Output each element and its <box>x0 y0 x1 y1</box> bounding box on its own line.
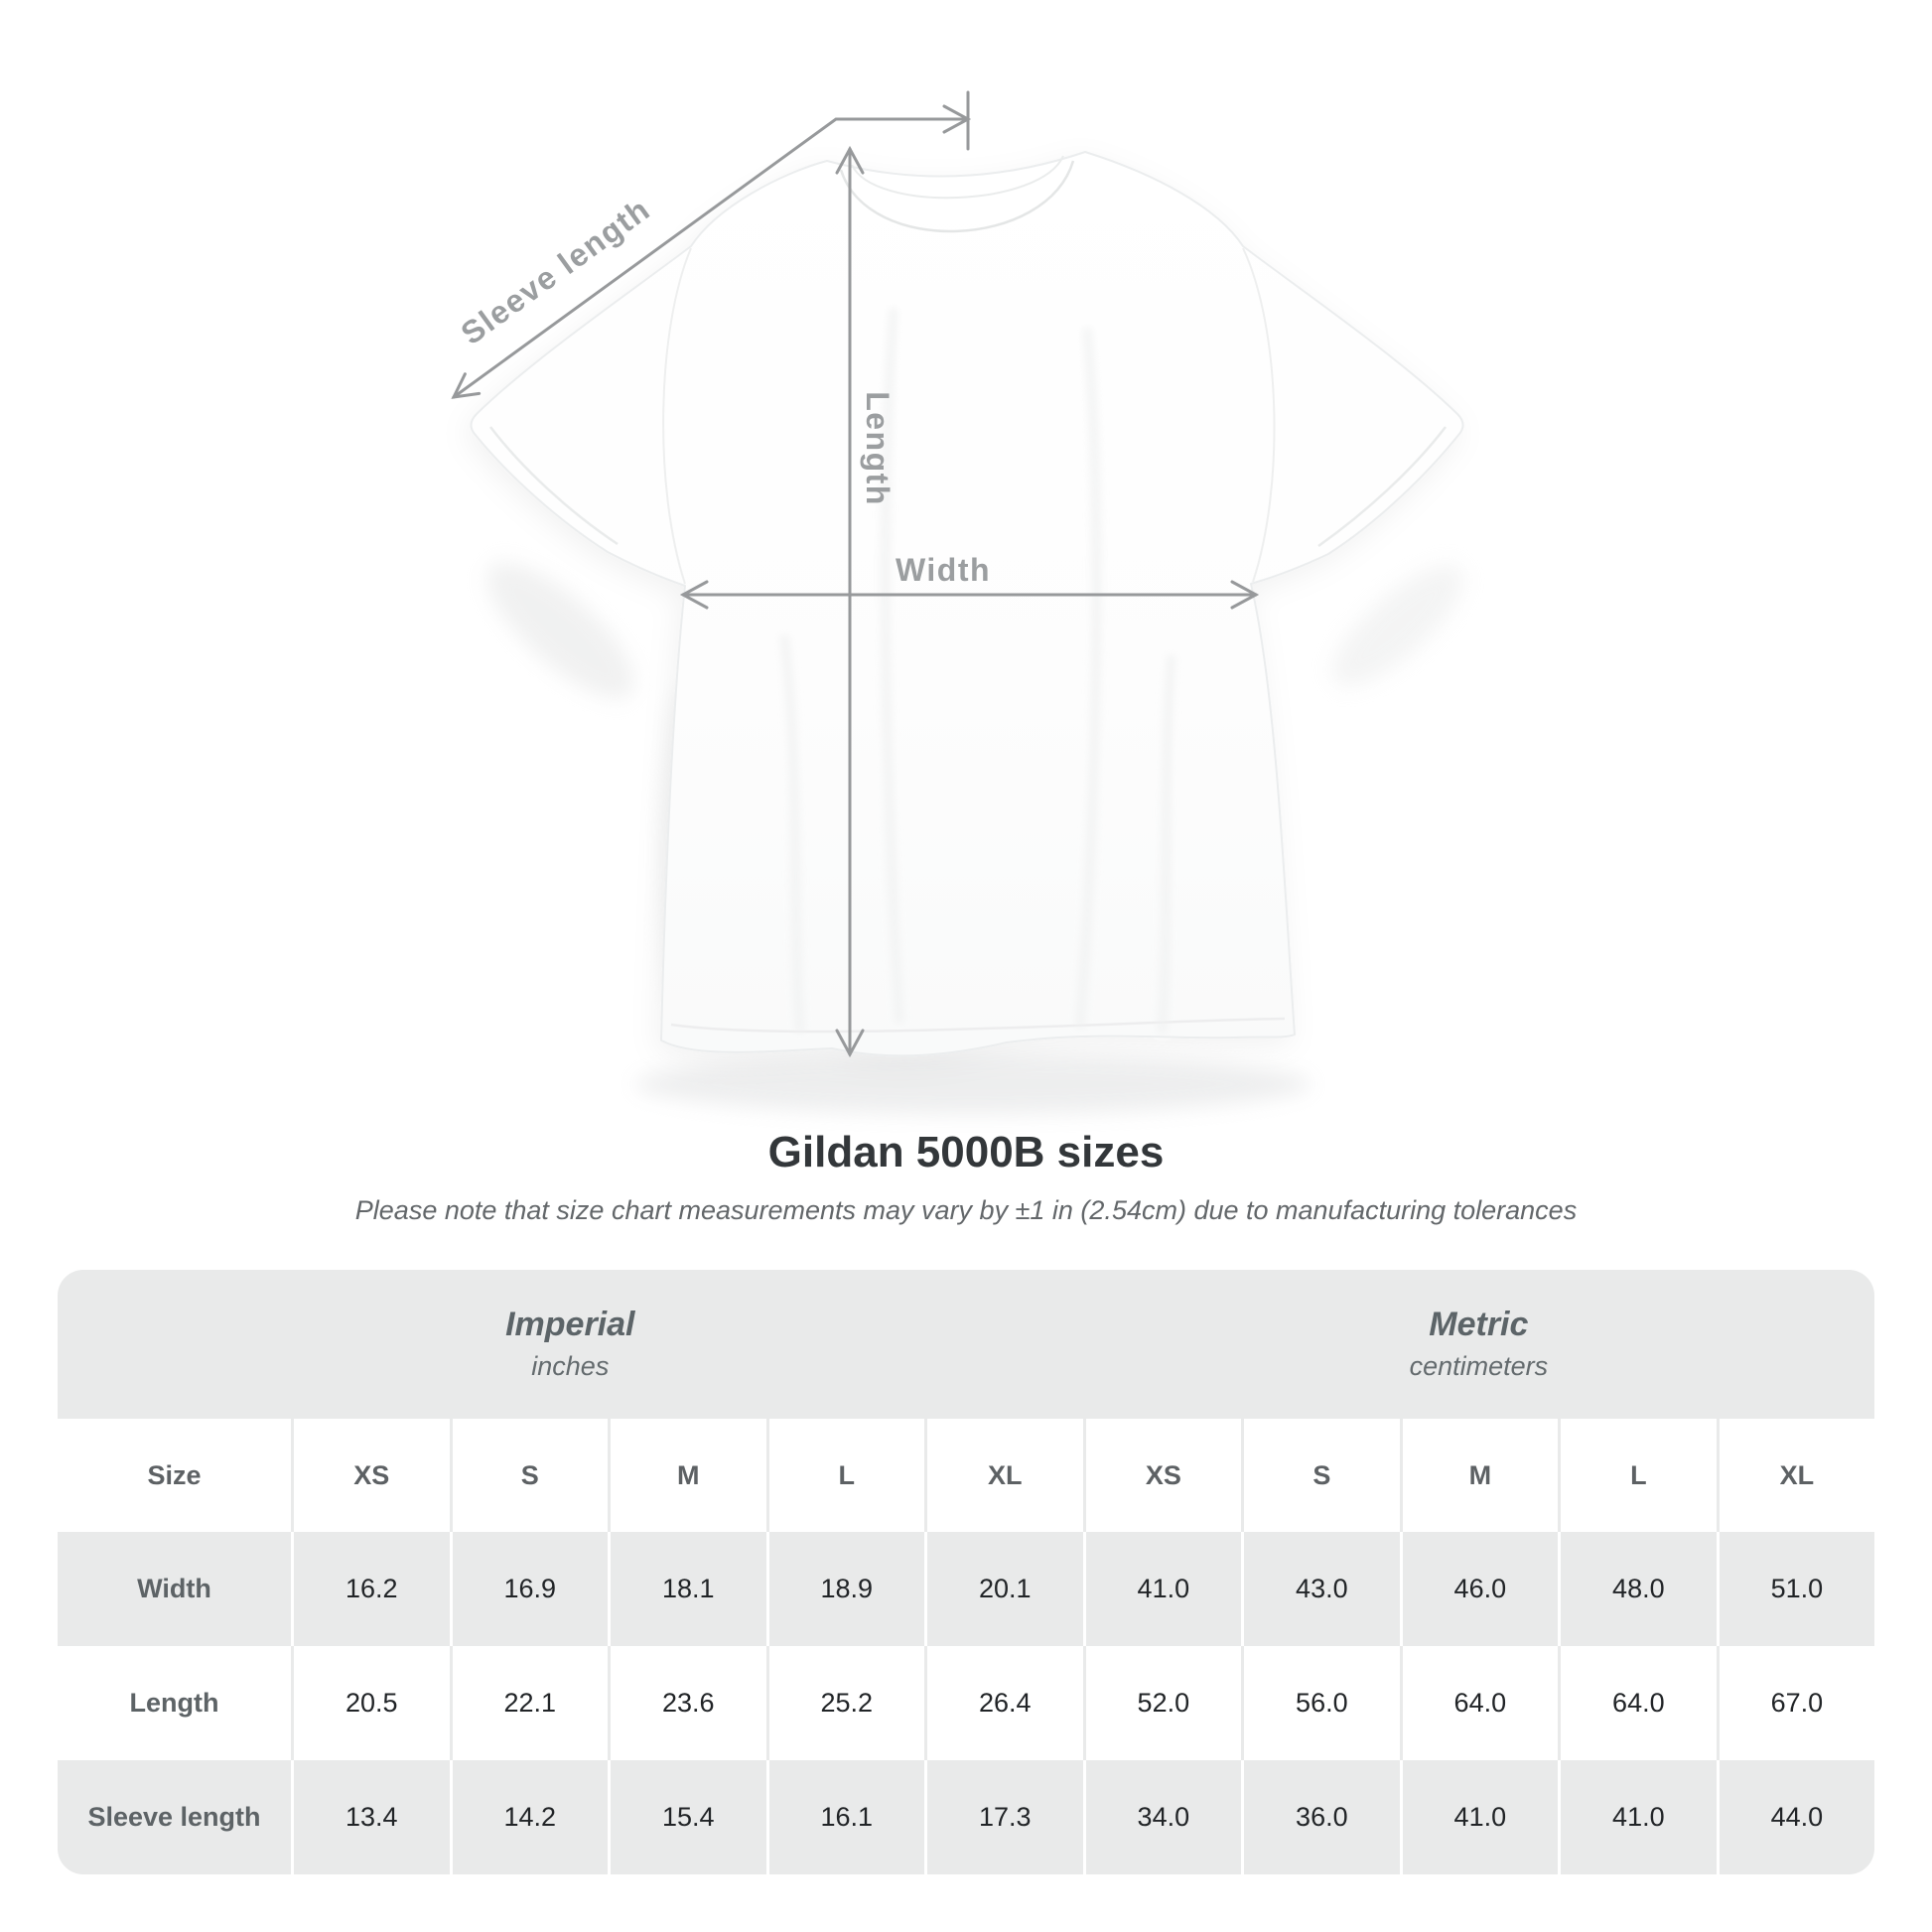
measurement-cell: 64.0 <box>1399 1646 1559 1760</box>
size-header-imperial-s: S <box>449 1419 608 1532</box>
measurement-cell: 34.0 <box>1082 1760 1242 1874</box>
unit-sub-imperial: inches <box>531 1350 610 1381</box>
length-label: Length <box>860 391 896 506</box>
size-chart: Imperial inches Metric centimeters Size … <box>58 1270 1875 1874</box>
unit-group-metric: Metric centimeters <box>1082 1270 1875 1419</box>
tshirt-graphic <box>470 151 1464 1057</box>
measurement-cell: 26.4 <box>924 1646 1083 1760</box>
size-header-metric-m: M <box>1399 1419 1559 1532</box>
unit-group-imperial: Imperial inches <box>58 1270 1083 1419</box>
size-header-imperial-xs: XS <box>291 1419 450 1532</box>
row-label-width: Width <box>58 1532 291 1646</box>
measurement-cell: 52.0 <box>1082 1646 1242 1760</box>
measurement-cell: 46.0 <box>1399 1532 1559 1646</box>
unit-name-imperial: Imperial <box>505 1306 635 1344</box>
size-header-metric-l: L <box>1558 1419 1717 1532</box>
table-row-length: Length 20.5 22.1 23.6 25.2 26.4 52.0 56.… <box>58 1646 1875 1760</box>
size-header-imperial-m: M <box>608 1419 766 1532</box>
measurement-cell: 25.2 <box>765 1646 924 1760</box>
sleeve-length-arrow <box>451 90 972 399</box>
measurement-cell: 16.9 <box>449 1532 608 1646</box>
size-header-row: Size XS S M L XL XS S M L XL <box>58 1419 1875 1532</box>
unit-header-row: Imperial inches Metric centimeters <box>58 1270 1875 1419</box>
size-header-imperial-l: L <box>765 1419 924 1532</box>
measurement-cell: 22.1 <box>449 1646 608 1760</box>
measurement-cell: 64.0 <box>1558 1646 1717 1760</box>
width-arrow <box>679 580 1260 610</box>
page-subtitle: Please note that size chart measurements… <box>354 1195 1578 1225</box>
measurement-cell: 14.2 <box>449 1760 608 1874</box>
size-header-metric-xs: XS <box>1082 1419 1242 1532</box>
measurement-cell: 56.0 <box>1241 1646 1400 1760</box>
measurement-cell: 48.0 <box>1558 1532 1717 1646</box>
length-arrow <box>835 145 865 1058</box>
width-label: Width <box>896 552 991 588</box>
table-row-width: Width 16.2 16.9 18.1 18.9 20.1 41.0 43.0… <box>58 1532 1875 1646</box>
size-chart-table: Imperial inches Metric centimeters Size … <box>58 1270 1875 1874</box>
size-header-metric-s: S <box>1241 1419 1400 1532</box>
measurement-cell: 16.1 <box>765 1760 924 1874</box>
measurement-cell: 13.4 <box>291 1760 450 1874</box>
measurement-cell: 51.0 <box>1716 1532 1875 1646</box>
measurement-cell: 36.0 <box>1241 1760 1400 1874</box>
row-label-length: Length <box>58 1646 291 1760</box>
measurement-cell: 17.3 <box>924 1760 1083 1874</box>
size-header-imperial-xl: XL <box>924 1419 1083 1532</box>
unit-sub-metric: centimeters <box>1409 1350 1549 1381</box>
measurement-cell: 20.1 <box>924 1532 1083 1646</box>
size-header-metric-xl: XL <box>1716 1419 1875 1532</box>
measurement-cell: 23.6 <box>608 1646 766 1760</box>
measurement-cell: 41.0 <box>1558 1760 1717 1874</box>
measurement-cell: 43.0 <box>1241 1532 1400 1646</box>
tshirt-diagram: Sleeve length Length Width <box>451 90 1464 1114</box>
measurement-cell: 20.5 <box>291 1646 450 1760</box>
measurement-cell: 18.1 <box>608 1532 766 1646</box>
measurement-cell: 18.9 <box>765 1532 924 1646</box>
measurement-cell: 41.0 <box>1399 1760 1559 1874</box>
measurement-cell: 44.0 <box>1716 1760 1875 1874</box>
measurement-cell: 15.4 <box>608 1760 766 1874</box>
size-header-label: Size <box>58 1419 291 1532</box>
measurement-cell: 67.0 <box>1716 1646 1875 1760</box>
row-label-sleeve-length: Sleeve length <box>58 1760 291 1874</box>
unit-name-metric: Metric <box>1429 1306 1529 1344</box>
measurement-cell: 41.0 <box>1082 1532 1242 1646</box>
page-title: Gildan 5000B sizes <box>767 1128 1165 1176</box>
table-row-sleeve-length: Sleeve length 13.4 14.2 15.4 16.1 17.3 3… <box>58 1760 1875 1874</box>
measurement-cell: 16.2 <box>291 1532 450 1646</box>
